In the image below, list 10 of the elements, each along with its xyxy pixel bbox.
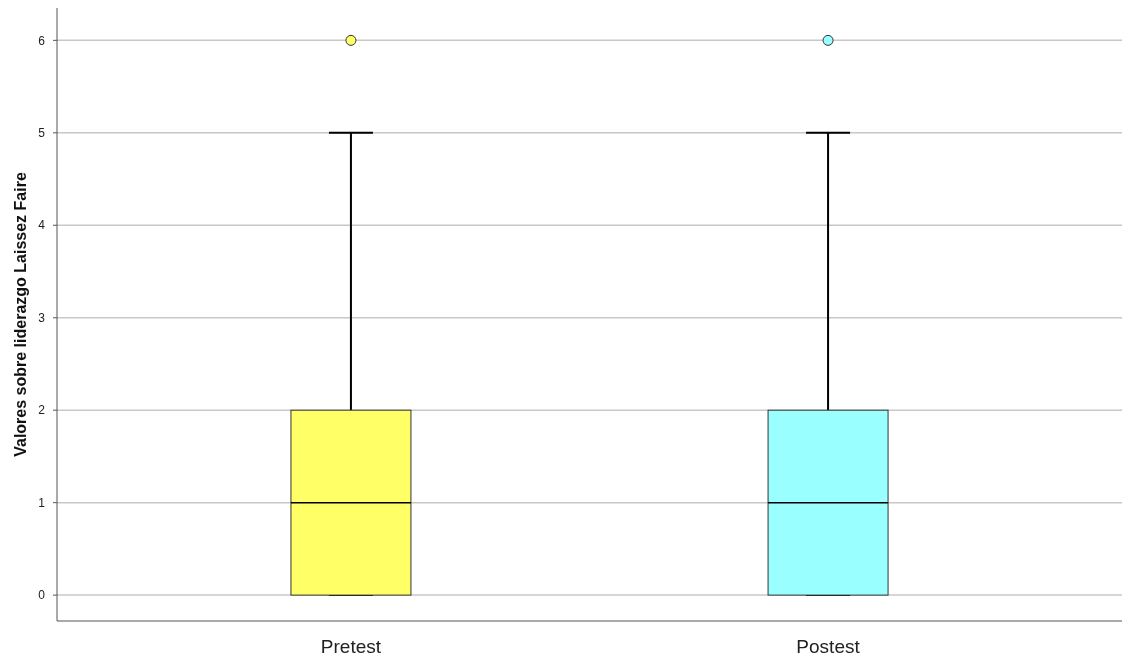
y-axis-title: Valores sobre liderazgo Laissez Faire [12, 172, 29, 457]
y-tick-label: 1 [38, 495, 46, 510]
y-tick-label: 0 [38, 588, 46, 603]
y-tick-label: 2 [38, 403, 46, 418]
y-tick-label: 6 [38, 33, 46, 48]
x-tick-label: Pretest [320, 636, 382, 657]
x-tick-label: Postest [796, 636, 861, 657]
y-tick-label: 3 [38, 310, 46, 325]
y-tick-label: 5 [38, 126, 46, 141]
y-tick-label: 4 [38, 218, 46, 233]
